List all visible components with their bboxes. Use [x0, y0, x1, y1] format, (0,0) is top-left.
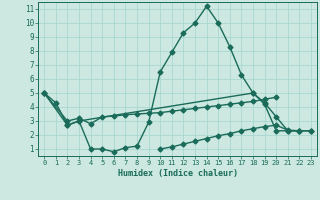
X-axis label: Humidex (Indice chaleur): Humidex (Indice chaleur) [118, 169, 238, 178]
